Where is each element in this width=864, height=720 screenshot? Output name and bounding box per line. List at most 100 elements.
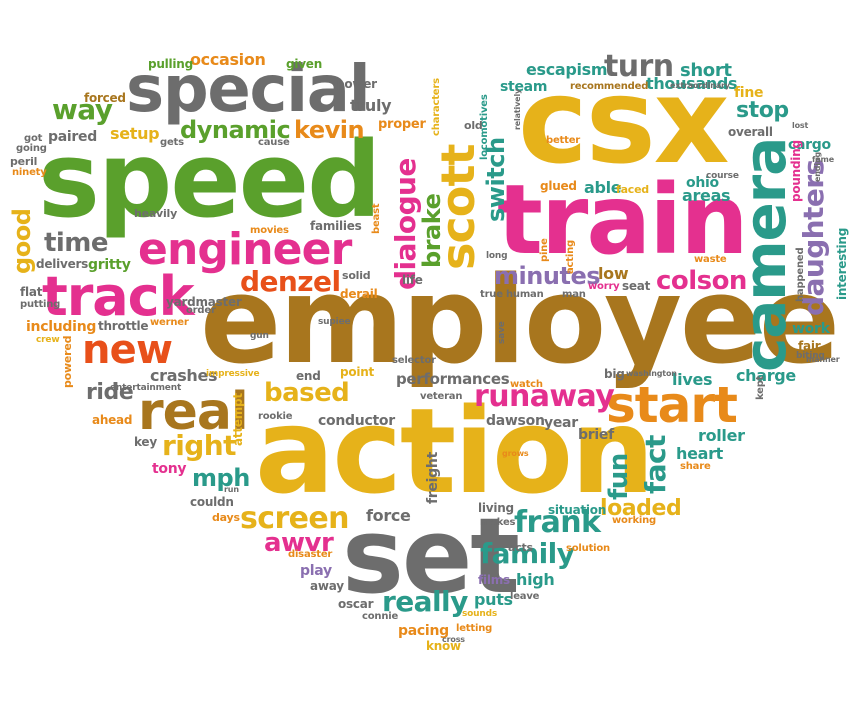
word: couldn [190, 495, 234, 509]
word: fine [734, 85, 764, 101]
word: long [486, 251, 508, 261]
word: roller [698, 426, 745, 445]
word: awvr [264, 528, 334, 558]
word: including [26, 319, 97, 335]
word: glued [540, 179, 577, 193]
word: ohio [686, 175, 719, 191]
word: truly [350, 96, 392, 115]
word: ending [813, 151, 822, 182]
word: performances [396, 370, 510, 388]
word: worry [588, 281, 620, 292]
word: csx [518, 52, 730, 190]
word: conductor [318, 413, 395, 429]
word: charge [736, 366, 796, 385]
word: veteran [420, 391, 463, 402]
word: overall [728, 125, 773, 139]
word: life [402, 273, 423, 287]
word: attempt [231, 393, 245, 446]
word: watch [510, 379, 543, 390]
word: ninety [12, 167, 47, 178]
word: dialogue [389, 158, 422, 290]
word: areas [682, 186, 731, 205]
word: run [224, 485, 239, 494]
word: save [497, 321, 507, 344]
word: makes [480, 517, 516, 528]
word: cross [442, 635, 465, 644]
word: special [126, 53, 371, 127]
word: letting [456, 623, 493, 634]
word: acts [508, 541, 533, 554]
word: movies [250, 225, 289, 236]
word: derail [340, 287, 378, 301]
word: disaster [288, 549, 333, 560]
word: way [52, 93, 113, 126]
word: start [606, 376, 738, 434]
word: time [44, 228, 109, 258]
word: days [212, 511, 240, 524]
word: beast [371, 203, 382, 234]
word: able [584, 178, 622, 197]
word: frank [514, 505, 601, 540]
word: right [162, 429, 237, 462]
word: rookie [258, 411, 293, 422]
word: grows [502, 449, 529, 458]
word: away [310, 579, 344, 593]
word: puts [474, 590, 513, 609]
word: force [366, 506, 411, 525]
word: crew [36, 335, 60, 345]
word: characters [431, 78, 442, 136]
word: engineer [138, 224, 352, 275]
word: human [506, 289, 544, 300]
word: turn [604, 49, 674, 84]
word: man [562, 289, 586, 300]
word: werner [150, 317, 189, 328]
word: supiee [318, 317, 351, 327]
word: leave [510, 591, 540, 602]
word: flat [20, 285, 43, 299]
word: families [310, 219, 362, 233]
word: escapism [526, 60, 608, 79]
word: lost [792, 121, 809, 130]
word: pine [539, 238, 550, 262]
word: selector [392, 355, 436, 366]
word: setup [110, 124, 160, 143]
word: kevin [294, 116, 365, 144]
word: end [296, 369, 321, 383]
word: washington [626, 369, 677, 378]
word: minutes [494, 262, 601, 290]
word: lives [672, 370, 713, 389]
word: fun [604, 453, 634, 500]
word: entertainment [110, 383, 182, 393]
word: course [706, 171, 739, 181]
word: pacing [398, 623, 449, 639]
word: really [382, 585, 468, 618]
word: situation [548, 503, 607, 517]
word: cargo [788, 137, 831, 153]
word: brief [578, 427, 614, 443]
word: films [478, 573, 510, 587]
word: given [286, 57, 323, 71]
word: point [340, 365, 375, 379]
word: solution [566, 543, 610, 554]
word: extraordinary [670, 81, 730, 90]
word: runaway [474, 379, 615, 414]
word: paired [48, 129, 98, 145]
word: share [680, 461, 711, 472]
word: brake [418, 193, 446, 268]
word: old [464, 119, 483, 132]
word: putting [20, 299, 61, 310]
word: got [24, 133, 43, 144]
word: gun [250, 331, 269, 341]
word: family [480, 537, 575, 570]
word: set [342, 495, 520, 617]
word: denzel [240, 265, 341, 298]
word: pounding [789, 140, 803, 202]
word: loaded [600, 496, 682, 521]
word: pulling [148, 57, 193, 71]
word: steam [500, 79, 548, 95]
word: connie [362, 611, 399, 622]
word: short [680, 60, 732, 81]
word: dawson [486, 413, 545, 429]
word: throttle [98, 319, 149, 333]
word: freight [425, 451, 441, 504]
